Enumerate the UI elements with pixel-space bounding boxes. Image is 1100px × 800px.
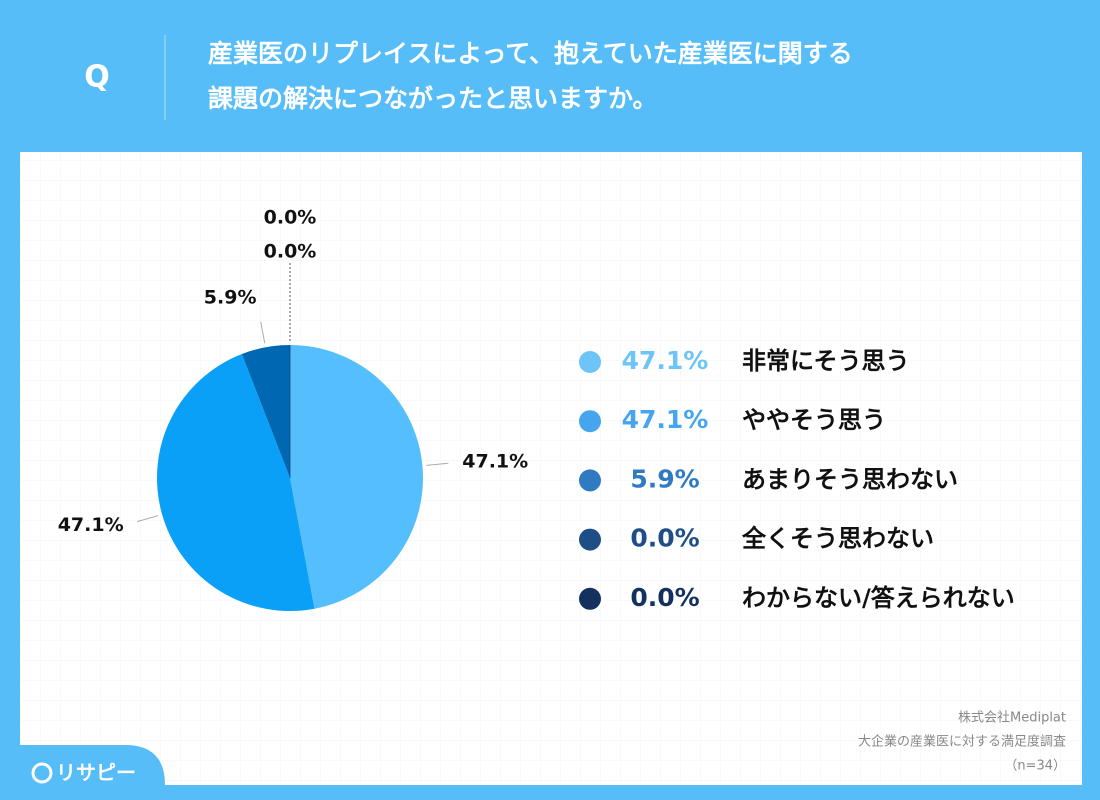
pie-slice	[157, 354, 315, 611]
data-label: 47.1%	[462, 451, 528, 473]
data-label: 5.9%	[204, 286, 257, 308]
title-line: 産業医のリプレイスによって、抱えていた産業医に関する	[208, 39, 853, 68]
source: （n=34）	[1004, 759, 1066, 774]
legend-label: ややそう思う	[742, 406, 886, 434]
logo-icon	[31, 762, 53, 784]
legend-marker	[579, 410, 601, 433]
legend-marker	[579, 528, 601, 551]
legend-value: 0.0%	[630, 524, 699, 553]
legend-marker	[579, 469, 601, 492]
source: 株式会社Mediplat	[958, 710, 1066, 726]
pie-slice	[241, 345, 290, 478]
logo: リサピー	[56, 761, 136, 785]
legend-marker	[579, 587, 601, 610]
legend-value: 47.1%	[622, 346, 709, 375]
data-label: 47.1%	[58, 514, 124, 536]
legend-value: 5.9%	[630, 464, 699, 493]
legend-label: あまりそう思わない	[742, 465, 958, 493]
leader-line	[136, 515, 159, 523]
legend-marker	[579, 351, 601, 373]
legend-label: 全くそう思わない	[741, 525, 934, 553]
logo-area	[0, 745, 165, 800]
q-label: Q	[84, 60, 110, 95]
title-line: 課題の解決につながったと思いますか。	[208, 84, 658, 113]
pie-slice	[290, 345, 423, 609]
source: 大企業の産業医に対する満足度調査	[858, 734, 1066, 750]
legend-value: 0.0%	[630, 583, 699, 612]
data-label: 0.0%	[264, 207, 317, 229]
legend-label: 非常にそう思う	[742, 347, 910, 375]
legend-value: 47.1%	[622, 405, 709, 434]
leader-line	[260, 321, 266, 344]
legend-label: わからない/答えられない	[742, 584, 1015, 612]
leader-line	[426, 462, 449, 466]
data-label: 0.0%	[264, 241, 317, 263]
